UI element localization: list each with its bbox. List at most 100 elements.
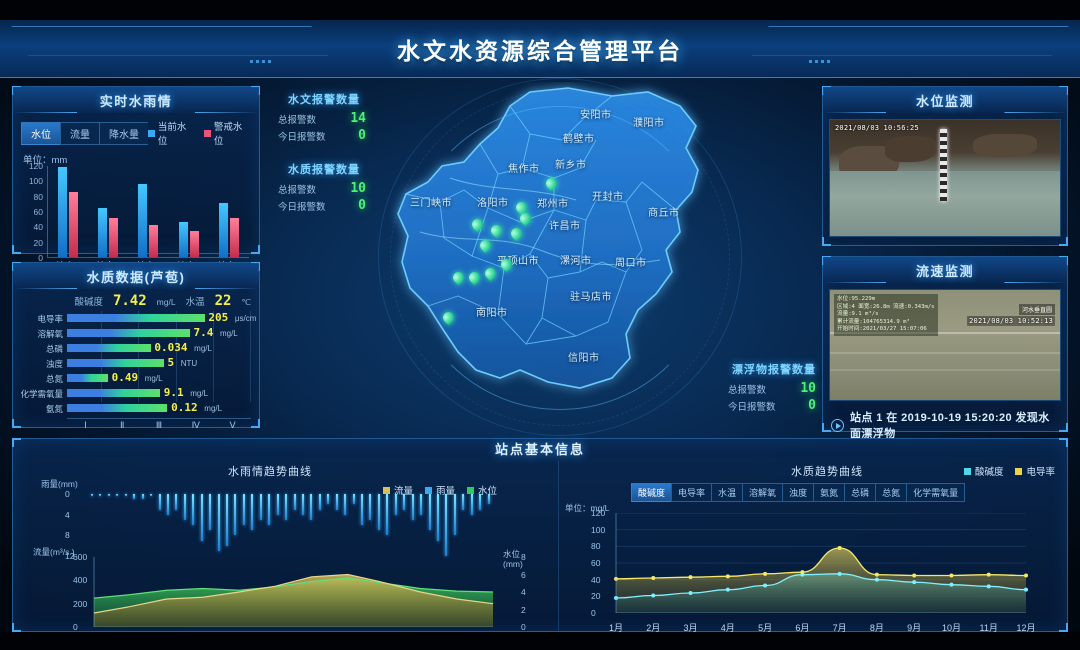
panel-water-quality: 水质数据(芦苞) 酸碱度 7.42 mg/L 水温 22 ℃ 电导率 205 μs…: [12, 262, 260, 430]
map-city-label: 郑州市: [537, 199, 569, 210]
quality-tab-总氮[interactable]: 总氮: [875, 483, 907, 502]
quality-alarm-total-value: 10: [350, 181, 366, 196]
bar-current-level: [218, 202, 228, 257]
legend-swatch-warning: [204, 129, 211, 137]
quality-tab-化学需氧量[interactable]: 化学需氧量: [906, 483, 966, 502]
bar-group: [58, 166, 79, 257]
panel-title-quality: 水质数据(芦苞): [13, 263, 259, 289]
debris-alarm-today-label: 今日报警数: [728, 401, 776, 413]
debris-alarm-title: 漂浮物报警数量: [732, 364, 816, 376]
legend-label-warning: 警戒水位: [213, 122, 243, 147]
quality-tab-酸碱度[interactable]: 酸碱度: [631, 483, 672, 502]
panel-water-level-camera: 水位监测 2021/08/03 10:56:25: [822, 86, 1068, 246]
quality-row-label: 溶解氧: [37, 328, 63, 339]
video-feed-flow[interactable]: 水位:95.229m 区域:4 面宽:26.8m 流速:0.343m/s 流量:9.…: [829, 289, 1061, 401]
map-station-pin[interactable]: [488, 222, 505, 239]
play-icon[interactable]: [831, 418, 844, 432]
quality-point-conductivity: [986, 572, 991, 577]
rain-bar: [107, 494, 110, 496]
quality-row-bar: [67, 314, 205, 322]
rain-bar: [293, 494, 296, 510]
rain-bar: [420, 494, 423, 515]
rain-tick: 12: [65, 551, 75, 561]
map-station-pin[interactable]: [469, 216, 486, 233]
line-flow: [93, 573, 494, 614]
legend-swatch-ph: [963, 467, 971, 475]
quality-tab-溶解氧[interactable]: 溶解氧: [742, 483, 783, 502]
page-title: 水文水资源综合管理平台: [397, 38, 683, 64]
video2-alert-bar: 站点 1 在 2019-10-19 15:20:20 发现水面漂浮物: [823, 407, 1067, 443]
map-station-pin[interactable]: [482, 265, 499, 282]
hydro-alarm-today-row: 今日报警数 0: [268, 127, 380, 144]
quality-tab-氨氮[interactable]: 氨氮: [813, 483, 845, 502]
map-station-pin[interactable]: [543, 175, 560, 192]
quality-tab-浊度[interactable]: 浊度: [782, 483, 814, 502]
area-conductivity: [616, 548, 1026, 613]
hydro-alarm-today-label: 今日报警数: [278, 131, 326, 143]
rain-bar: [209, 494, 212, 531]
map-station-pin[interactable]: [498, 256, 515, 273]
province-map[interactable]: 安阳市 濮阳市 鹤壁市 新乡市 焦作市 开封市 郑州市 洛阳市 三门峡市 商丘市 许昌市 平顶山市 漯河…: [378, 78, 742, 436]
map-station-pin[interactable]: [517, 210, 534, 227]
quality-point-conductivity: [837, 546, 842, 550]
map-city-label: 新乡市: [555, 160, 587, 171]
bottom-bezel: [0, 632, 1080, 650]
rain-bar: [453, 494, 456, 536]
rain-bar: [335, 494, 338, 510]
map-station-pin[interactable]: [477, 237, 494, 254]
video-feed-water-level[interactable]: 2021/08/03 10:56:25: [829, 119, 1061, 237]
rain-bar: [361, 494, 363, 525]
quality-row-label: 电导率: [37, 313, 63, 324]
bar-warning-level: [189, 230, 199, 257]
tab-rainfall[interactable]: 降水量: [99, 121, 148, 145]
quality-point-conductivity: [725, 574, 730, 579]
quality-tab-水温[interactable]: 水温: [711, 483, 743, 502]
legend-label-current: 当前水位: [157, 122, 187, 147]
rain-bar: [99, 494, 102, 496]
telemetry-line: 流量:9.1 m³/s: [837, 311, 879, 318]
realtime-plot-area: [47, 166, 249, 258]
realtime-y-tick: 80: [33, 191, 43, 202]
quality-row-value: 7.4 mg/L: [193, 326, 238, 339]
area-flow: [94, 574, 493, 627]
line-ph: [615, 573, 1027, 599]
map-city-label: 南阳市: [476, 308, 508, 319]
quality-point-ph: [725, 587, 730, 592]
legend-label-level: 水位: [478, 486, 498, 497]
map-station-pin[interactable]: [450, 269, 467, 286]
flow-level-area-chart: [93, 557, 494, 627]
panel-title-video2: 流速监测: [823, 257, 1067, 283]
quality-alarm-title: 水质报警数量: [288, 164, 360, 176]
panel-title-video1: 水位监测: [823, 87, 1067, 113]
quality-metric-tabs[interactable]: 酸碱度 电导率 水温 溶解氧 浊度 氨氮 总磷 总氮 化学需氧量: [631, 483, 966, 502]
quality-row-label: 总氮: [45, 373, 63, 384]
realtime-y-tick: 120: [28, 161, 43, 171]
quality-tab-电导率[interactable]: 电导率: [671, 483, 712, 502]
legend-ph: 酸碱度: [963, 464, 1004, 478]
bar-warning-level: [109, 217, 119, 257]
quality-row-bar: [67, 404, 168, 412]
rain-bar: [403, 494, 406, 510]
flow-tick: 400: [73, 575, 88, 586]
line-conductivity: [615, 547, 1027, 580]
map-station-pin[interactable]: [440, 309, 457, 326]
level-tick: 4: [521, 587, 526, 597]
quality-tab-总磷[interactable]: 总磷: [844, 483, 876, 502]
quality-row: 化学需氧量 9.1 mg/L: [19, 386, 253, 401]
legend-label-rain: 雨量: [436, 486, 456, 497]
legend-label-ph: 酸碱度: [974, 467, 1004, 478]
quality-row-value: 0.034 mg/L: [154, 341, 212, 354]
quality-gridlines: [65, 311, 252, 402]
hydro-alarm-total-row: 总报警数 14: [268, 110, 380, 127]
map-station-pin[interactable]: [508, 225, 525, 242]
tab-water-level[interactable]: 水位: [21, 121, 60, 145]
rain-bar: [234, 494, 237, 536]
map-station-pin[interactable]: [466, 269, 483, 286]
telemetry-line: 累计流量:104765314.9 m³: [837, 318, 910, 325]
rain-bar: [470, 494, 473, 515]
tab-flow[interactable]: 流量: [60, 121, 99, 145]
quality-row-bar: [67, 389, 160, 397]
legend-rain: 雨量: [425, 483, 455, 497]
bar-warning-level: [69, 191, 79, 257]
header-dots-left: [250, 60, 271, 63]
